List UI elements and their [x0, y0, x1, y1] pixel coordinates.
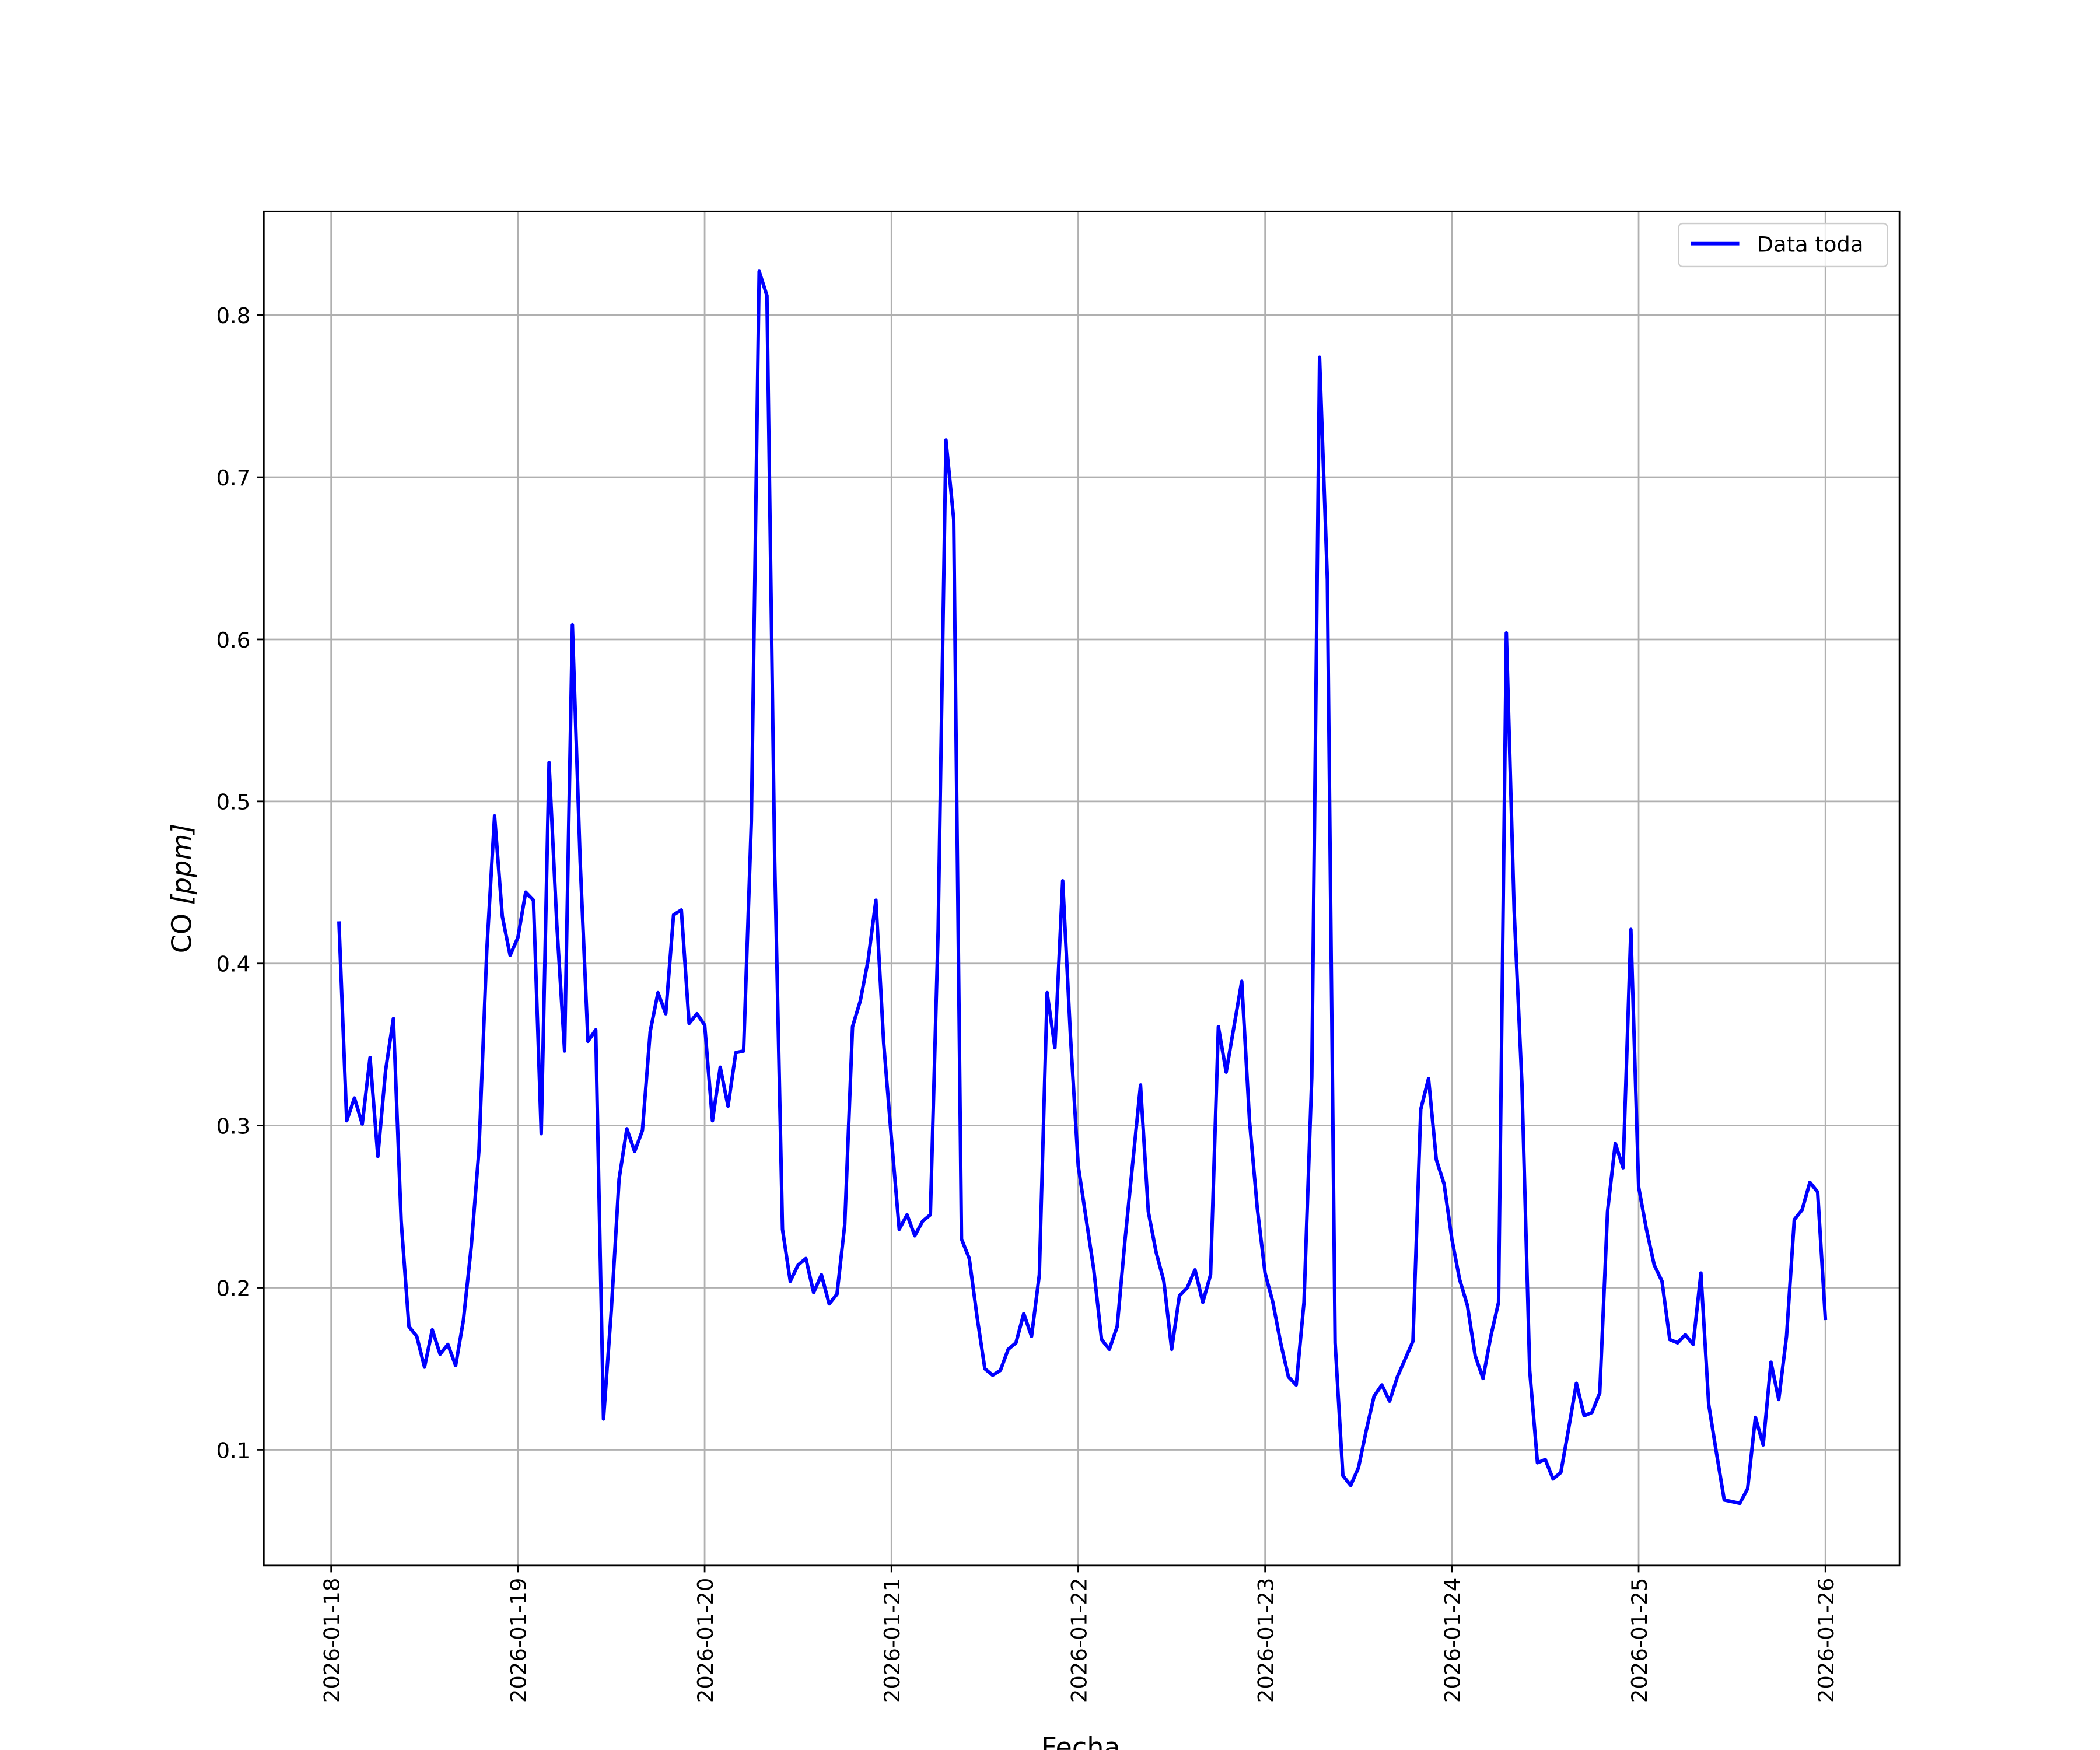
legend-box: [1678, 222, 1888, 268]
y-tick-label: 0.7: [216, 466, 251, 491]
legend: Data toda: [1678, 222, 1888, 268]
y-axis-label-unit: [ppm]: [166, 824, 198, 905]
y-tick-label: 0.4: [216, 952, 251, 977]
y-axis-label-main: CO: [166, 905, 198, 953]
y-tick-label: 0.5: [216, 790, 251, 815]
x-tick-label: 2026-01-20: [693, 1578, 718, 1703]
x-tick-label: 2026-01-18: [320, 1578, 345, 1703]
y-tick-label: 0.3: [216, 1114, 251, 1139]
x-tick-label: 2026-01-21: [880, 1578, 905, 1703]
x-tick-label: 2026-01-19: [506, 1578, 531, 1703]
y-tick-label: 0.6: [216, 628, 251, 653]
y-tick-label: 0.8: [216, 303, 251, 328]
y-axis: 0.1 0.2 0.3 0.4 0.5 0.6 0.7 0.8: [216, 303, 264, 1463]
grid: [264, 211, 1900, 1566]
x-tick-label: 2026-01-22: [1066, 1578, 1091, 1703]
x-tick-label: 2026-01-23: [1254, 1578, 1279, 1703]
x-axis: 2026-01-18 2026-01-19 2026-01-20 2026-01-21…: [320, 1565, 1839, 1703]
x-tick-label: 2026-01-24: [1440, 1578, 1465, 1703]
y-axis-label: CO [ppm]: [166, 824, 198, 954]
axes-frame: [262, 210, 1901, 1567]
x-tick-label: 2026-01-26: [1814, 1578, 1839, 1703]
y-tick-label: 0.2: [216, 1276, 251, 1301]
x-tick-label: 2026-01-25: [1627, 1578, 1652, 1703]
series-line-data-toda: [337, 270, 1828, 1506]
series-layer: [337, 270, 1828, 1506]
y-tick-label: 0.1: [216, 1438, 251, 1463]
legend-label-data-toda: Data toda: [1757, 232, 1864, 257]
x-axis-label: Fecha: [1041, 1732, 1120, 1750]
